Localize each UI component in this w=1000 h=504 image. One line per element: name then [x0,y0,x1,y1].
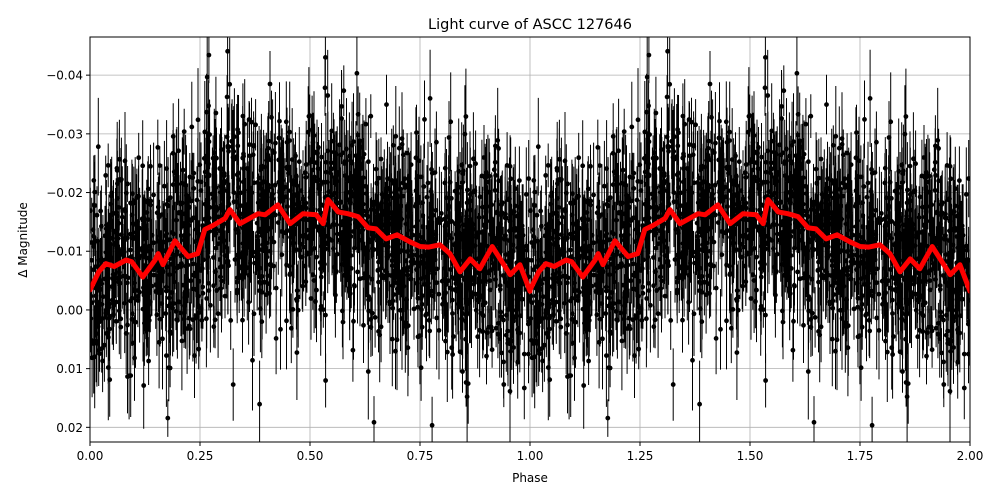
x-axis-label: Phase [512,471,548,485]
x-tick-label: 0.50 [297,449,324,463]
y-axis-label: Δ Magnitude [16,202,30,278]
y-tick-label: −0.01 [46,245,83,259]
y-tick-label: 0.01 [56,362,83,376]
y-tick-label: 0.02 [56,421,83,435]
y-tick-label: −0.03 [46,127,83,141]
x-tick-label: 1.00 [517,449,544,463]
x-tick-label: 0.00 [77,449,104,463]
y-axis-ticks: −0.04 −0.03 −0.02 −0.01 0.00 0.01 0.02 [46,69,90,435]
x-tick-label: 0.25 [187,449,214,463]
x-axis-ticks: 0.00 0.25 0.50 0.75 1.00 1.25 1.50 1.75 2.00 [77,442,984,463]
y-tick-label: 0.00 [56,303,83,317]
x-tick-label: 0.75 [407,449,434,463]
x-tick-label: 1.75 [847,449,874,463]
x-tick-label: 2.00 [957,449,984,463]
x-tick-label: 1.50 [737,449,764,463]
y-tick-label: −0.04 [46,69,83,83]
y-tick-label: −0.02 [46,186,83,200]
binned-curve [90,197,970,294]
chart-title: Light curve of ASCC 127646 [428,17,632,33]
x-tick-label: 1.25 [627,449,654,463]
